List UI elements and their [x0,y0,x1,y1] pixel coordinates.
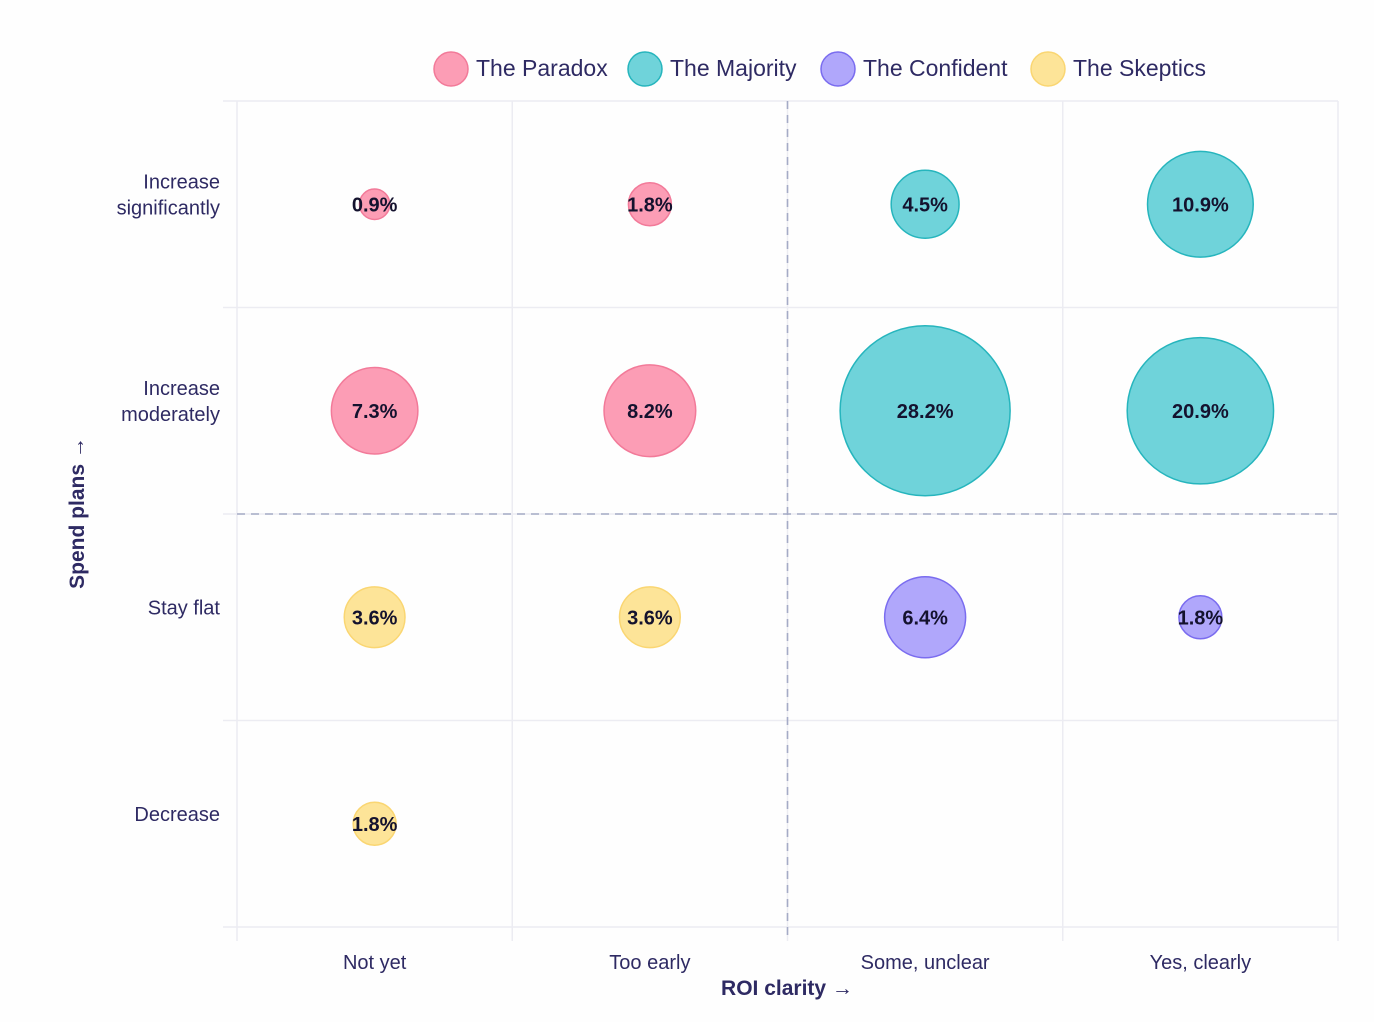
x-axis-title: ROI clarity → [721,977,853,1000]
bubble-label: 28.2% [897,401,954,423]
bubble-the-confident [1178,595,1223,640]
legend-label: The Confident [863,55,1008,81]
bubble-label: 1.8% [1178,607,1224,629]
legend-swatch [627,51,663,87]
y-tick-label: Increase moderately [121,378,220,426]
y-tick-label: Decrease [134,804,220,826]
bubble-the-paradox [358,188,391,221]
bubble-label: 7.3% [352,401,398,423]
x-tick-label: Yes, clearly [1150,952,1252,974]
y-axis-title: Spend plans → [66,437,89,589]
bubble-the-majority [1146,150,1254,258]
x-tick-label: Too early [609,952,690,974]
legend-item-the-confident[interactable]: The Confident [820,51,1008,87]
y-tick-label: Increase significantly [117,171,220,219]
bubble-label: 3.6% [627,607,673,629]
bubble-label: 10.9% [1172,194,1229,216]
bubble-label: 1.8% [352,814,398,836]
bubble-label: 3.6% [352,607,398,629]
legend-item-the-skeptics[interactable]: The Skeptics [1030,51,1206,87]
bubble-the-confident [883,576,967,659]
bubble-the-skeptics [618,586,681,649]
bubble-the-paradox [603,364,697,458]
bubble-label: 8.2% [627,401,673,423]
bubble-the-skeptics [352,801,397,846]
legend-swatch [433,51,469,87]
bubble-label: 6.4% [902,607,948,629]
bubble-label: 1.8% [627,194,673,216]
bubble-the-paradox [330,366,419,455]
x-tick-label: Not yet [343,952,407,974]
legend-item-the-majority[interactable]: The Majority [627,51,797,87]
legend-label: The Skeptics [1073,55,1206,81]
x-tick-label: Some, unclear [861,952,990,974]
legend: The Paradox The Majority The Confident The … [433,51,1206,87]
legend-swatch [1030,51,1066,87]
bubble-label: 4.5% [902,194,948,216]
bubble-the-majority [1126,336,1275,485]
bubble-label: 0.9% [352,194,398,216]
bubble-the-majority [890,169,960,239]
legend-label: The Majority [670,55,797,81]
legend-label: The Paradox [476,55,608,81]
y-tick-label: Stay flat [148,597,221,619]
bubbles: 0.9% 1.8% 7.3% 8.2% 4.5% 10.9% 28.2% 20.9% 6.4% 1… [330,150,1275,846]
quadrant-dividers [237,101,1338,941]
bubble-the-paradox [627,182,673,227]
bubble-the-skeptics [343,586,406,649]
legend-item-the-paradox[interactable]: The Paradox [433,51,608,87]
legend-swatch [820,51,856,87]
tick-labels: Not yet Too early Some, unclear Yes, clearl… [117,171,1252,974]
bubble-label: 20.9% [1172,401,1229,423]
bubble-the-majority [839,325,1011,497]
